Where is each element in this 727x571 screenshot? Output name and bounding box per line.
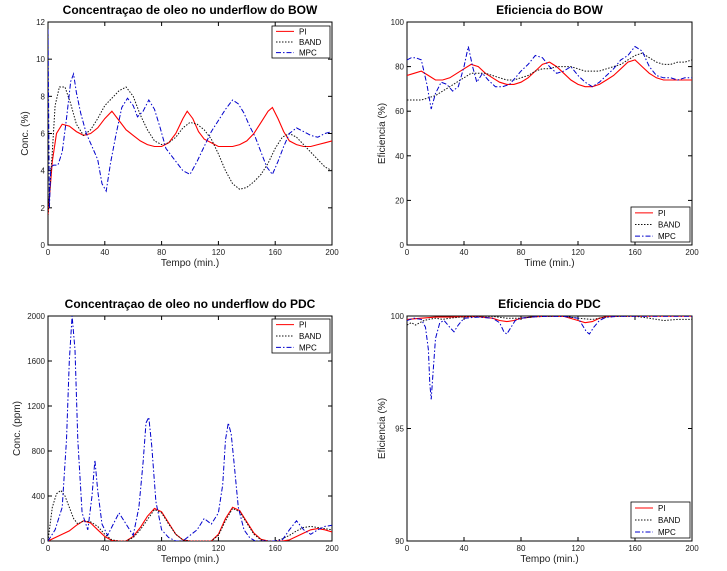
x-tick-label: 40 [460,544,469,553]
y-tick-label: 95 [395,425,404,434]
legend-label-pi: PI [658,504,666,513]
x-tick-label: 40 [460,248,469,257]
x-tick-label: 160 [269,248,283,257]
chart-panel-1: Concentraçao de oleo no underflow do BOW… [20,3,339,269]
y-tick-label: 1200 [27,402,45,411]
x-tick-label: 80 [157,544,166,553]
y-axis-label: Eficiencia (%) [377,398,388,459]
x-axis-label: Time (min.) [524,258,574,269]
chart-panel-4: Eficiencia do PDC 0 40 80 120 160 200 90 95 100 Te… [377,297,699,565]
series-line-pi [407,59,692,88]
x-tick-label: 200 [685,248,699,257]
y-tick-label: 1600 [27,357,45,366]
y-tick-label: 12 [36,18,45,27]
series-line-band [48,489,332,541]
legend-label-pi: PI [658,209,666,218]
chart-title: Eficiencia do BOW [496,3,603,17]
y-tick-label: 60 [395,107,404,116]
series-line-mpc [48,29,332,208]
x-tick-label: 120 [212,248,226,257]
x-tick-label: 80 [157,248,166,257]
y-tick-label: 800 [32,447,46,456]
x-tick-label: 120 [212,544,226,553]
y-tick-label: 40 [395,152,404,161]
x-axis-label: Tempo (min.) [161,258,219,269]
x-tick-label: 40 [100,248,109,257]
x-tick-label: 160 [628,248,642,257]
legend-label-pi: PI [299,321,307,330]
series-line-mpc [48,316,332,541]
legend-label-band: BAND [299,332,321,341]
y-tick-label: 10 [36,55,45,64]
y-axis-label: Conc. (ppm) [12,401,23,456]
series-line-pi [48,106,332,216]
y-tick-label: 2000 [27,312,45,321]
x-tick-label: 40 [100,544,109,553]
series-line-band [48,86,332,216]
legend-label-mpc: MPC [658,528,676,537]
y-tick-label: 20 [395,196,404,205]
chart-panel-3: Concentraçao de oleo no underflow do PDC… [12,297,339,565]
x-tick-label: 200 [325,248,339,257]
chart-panel-2: Eficiencia do BOW 0 40 80 120 160 200 0 20 40 60 80… [377,3,699,269]
x-axis-label: Tempo (min.) [161,554,219,565]
legend-box [630,501,691,539]
legend: PI BAND MPC [271,318,331,354]
legend-label-mpc: MPC [658,232,676,241]
legend-label-mpc: MPC [299,49,317,58]
chart-title: Eficiencia do PDC [498,297,601,311]
y-axis-label: Conc. (%) [20,111,31,155]
legend: PI BAND MPC [630,501,691,539]
y-tick-label: 0 [41,241,46,250]
plot-frame [47,315,333,542]
x-tick-label: 80 [517,544,526,553]
chart-title: Concentraçao de oleo no underflow do BOW [63,3,318,17]
legend-label-band: BAND [658,516,680,525]
y-tick-label: 90 [395,537,404,546]
x-tick-label: 0 [46,544,51,553]
x-tick-label: 0 [405,248,410,257]
legend: PI BAND MPC [271,25,331,59]
y-tick-label: 8 [41,92,46,101]
y-tick-label: 2 [41,204,46,213]
chart-title: Concentraçao de oleo no underflow do PDC [65,297,316,311]
y-axis-label: Eficiencia (%) [377,103,388,164]
x-tick-label: 0 [405,544,410,553]
y-tick-label: 100 [391,18,405,27]
legend: PI BAND MPC [630,206,691,243]
legend-label-pi: PI [299,27,307,36]
legend-label-band: BAND [658,221,680,230]
series-line-mpc [407,45,692,110]
x-tick-label: 160 [269,544,283,553]
x-tick-label: 120 [571,248,585,257]
x-axis-label: Tempo (min.) [520,554,578,565]
x-tick-label: 120 [571,544,585,553]
x-tick-label: 80 [517,248,526,257]
series-line-mpc [407,316,692,400]
y-tick-label: 400 [32,492,46,501]
y-tick-label: 0 [41,537,46,546]
x-tick-label: 200 [685,544,699,553]
series-line-band [407,52,692,101]
legend-label-band: BAND [299,38,321,47]
x-tick-label: 0 [46,248,51,257]
legend-label-mpc: MPC [299,343,317,352]
x-tick-label: 160 [628,544,642,553]
y-tick-label: 6 [41,130,46,139]
y-tick-label: 80 [395,63,404,72]
y-tick-label: 100 [391,312,405,321]
x-tick-label: 200 [325,544,339,553]
y-tick-label: 4 [41,167,46,176]
series-line-pi [48,506,332,541]
y-tick-label: 0 [400,241,405,250]
